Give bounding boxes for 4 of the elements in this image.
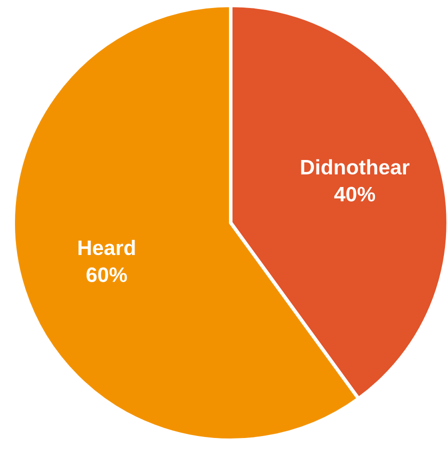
data-label: 40% — [334, 186, 376, 202]
data-label: 60% — [86, 267, 127, 282]
slice-label: Didnothear — [301, 159, 410, 175]
slice-label: Heard — [78, 240, 135, 256]
